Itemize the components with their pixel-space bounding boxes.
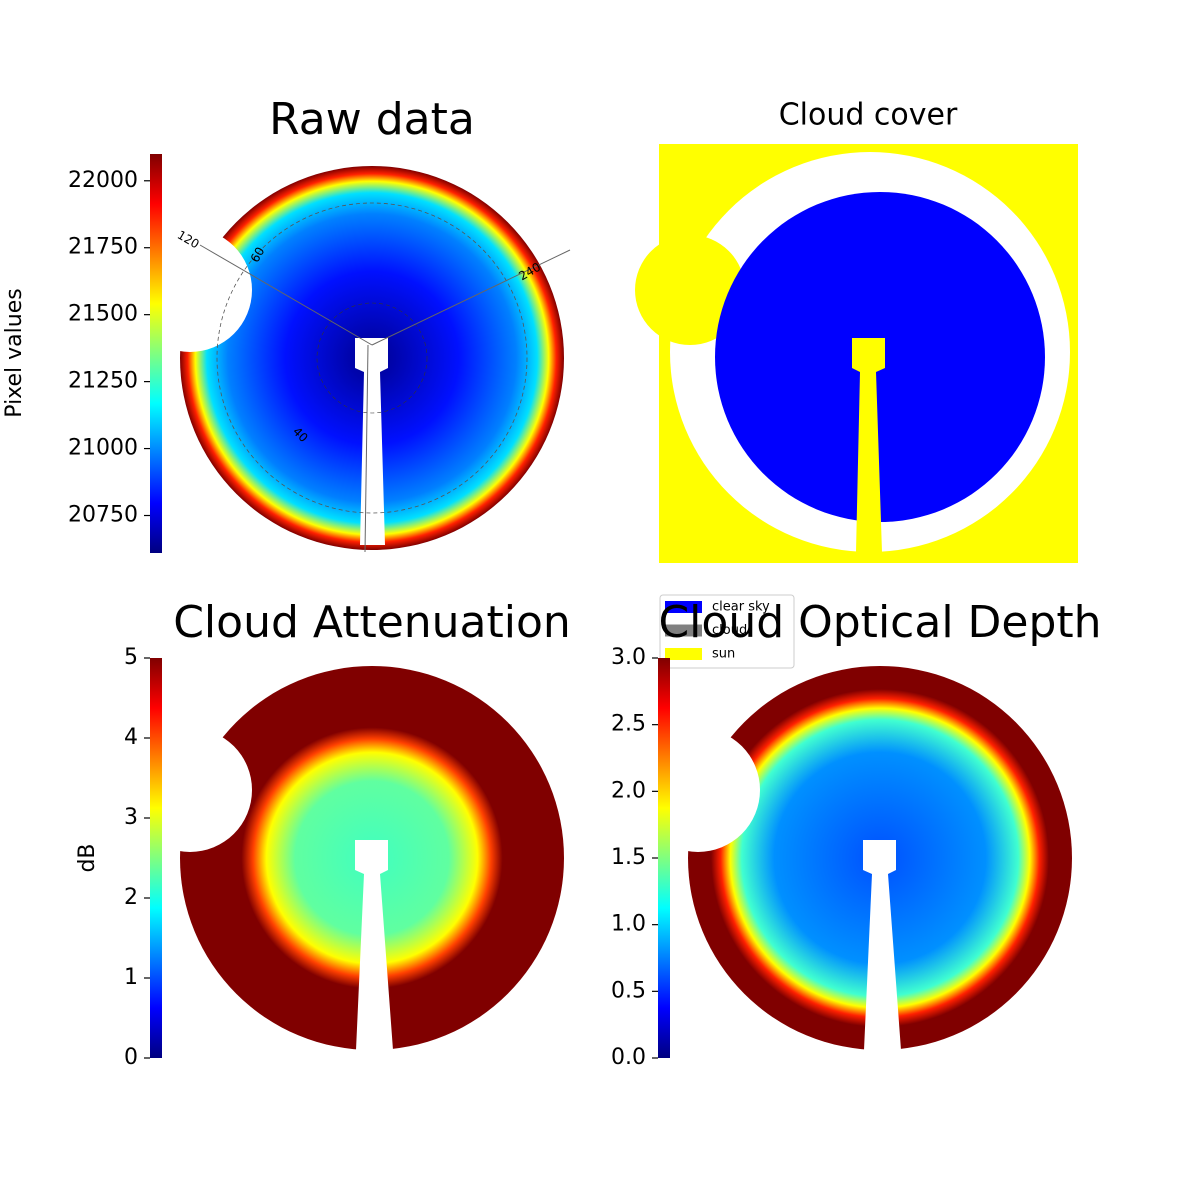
- legend-swatch: [665, 648, 702, 660]
- legend-label: cloud: [712, 623, 747, 638]
- colorbar-tick-label: 0.5: [611, 978, 646, 1003]
- colorbar-label: dB: [75, 843, 100, 872]
- panel-title: Cloud cover: [779, 98, 958, 133]
- optical-depth-image: [636, 666, 1072, 1050]
- colorbar-tick-label: 0.0: [611, 1045, 646, 1070]
- attenuation-image: [128, 666, 564, 1050]
- colorbar-tick-label: 3.0: [611, 645, 646, 670]
- legend-label: clear sky: [712, 600, 770, 615]
- polar-label: 60: [248, 245, 268, 265]
- colorbar-tick-label: 21250: [68, 369, 138, 394]
- colorbar-tick-label: 21000: [68, 436, 138, 461]
- colorbar-tick-label: 2.5: [611, 712, 646, 737]
- cloud-cover-image: [635, 144, 1078, 563]
- colorbar-tick-label: 2: [124, 885, 138, 910]
- colorbar-tick-label: 21500: [68, 302, 138, 327]
- colorbar-tick-label: 20750: [68, 503, 138, 528]
- colorbar-tick-label: 2.0: [611, 778, 646, 803]
- colorbar: [658, 658, 670, 1058]
- panel-title: Raw data: [269, 94, 475, 145]
- legend-swatch: [665, 601, 702, 613]
- raw-image: [128, 166, 571, 553]
- colorbar-tick-label: 1.0: [611, 912, 646, 937]
- colorbar-tick-label: 1: [124, 965, 138, 990]
- legend-label: sun: [712, 647, 735, 662]
- colorbar-label: Pixel values: [2, 288, 27, 417]
- colorbar-tick-label: 5: [124, 645, 138, 670]
- colorbar-tick-label: 22000: [68, 168, 138, 193]
- colorbar: [150, 154, 162, 553]
- colorbar: [150, 658, 162, 1058]
- legend-swatch: [665, 624, 702, 637]
- colorbar-tick-label: 21750: [68, 235, 138, 260]
- panel-title: Cloud Optical Depth: [658, 597, 1101, 648]
- colorbar-tick-label: 0: [124, 1045, 138, 1070]
- panel-title: Cloud Attenuation: [173, 597, 571, 648]
- colorbar-tick-label: 3: [124, 805, 138, 830]
- colorbar-tick-label: 4: [124, 725, 138, 750]
- colorbar-tick-label: 1.5: [611, 845, 646, 870]
